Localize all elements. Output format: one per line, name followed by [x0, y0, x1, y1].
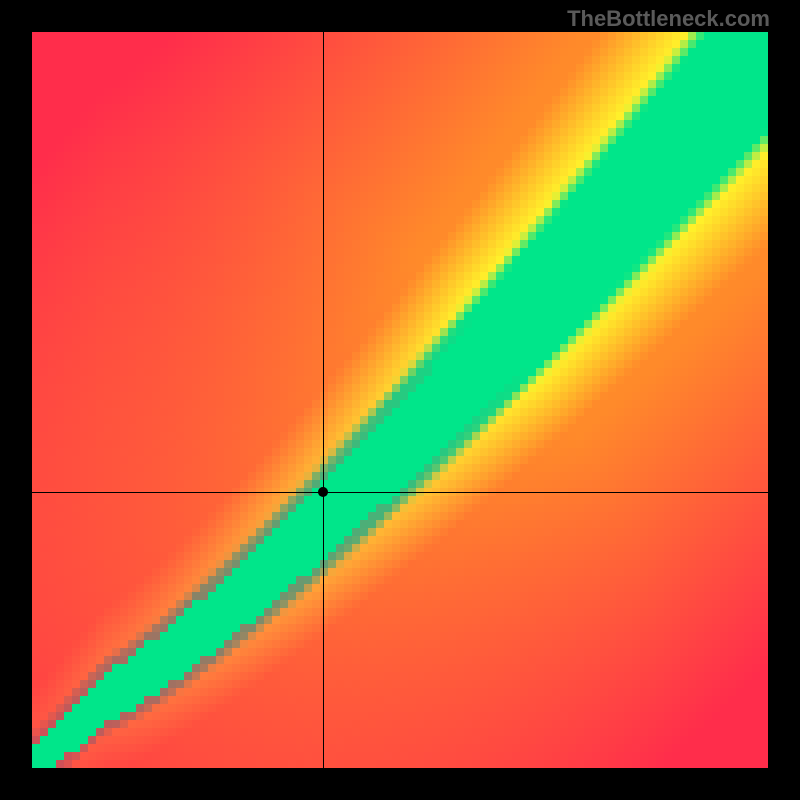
watermark-text: TheBottleneck.com — [567, 6, 770, 32]
heatmap-plot — [32, 32, 768, 768]
